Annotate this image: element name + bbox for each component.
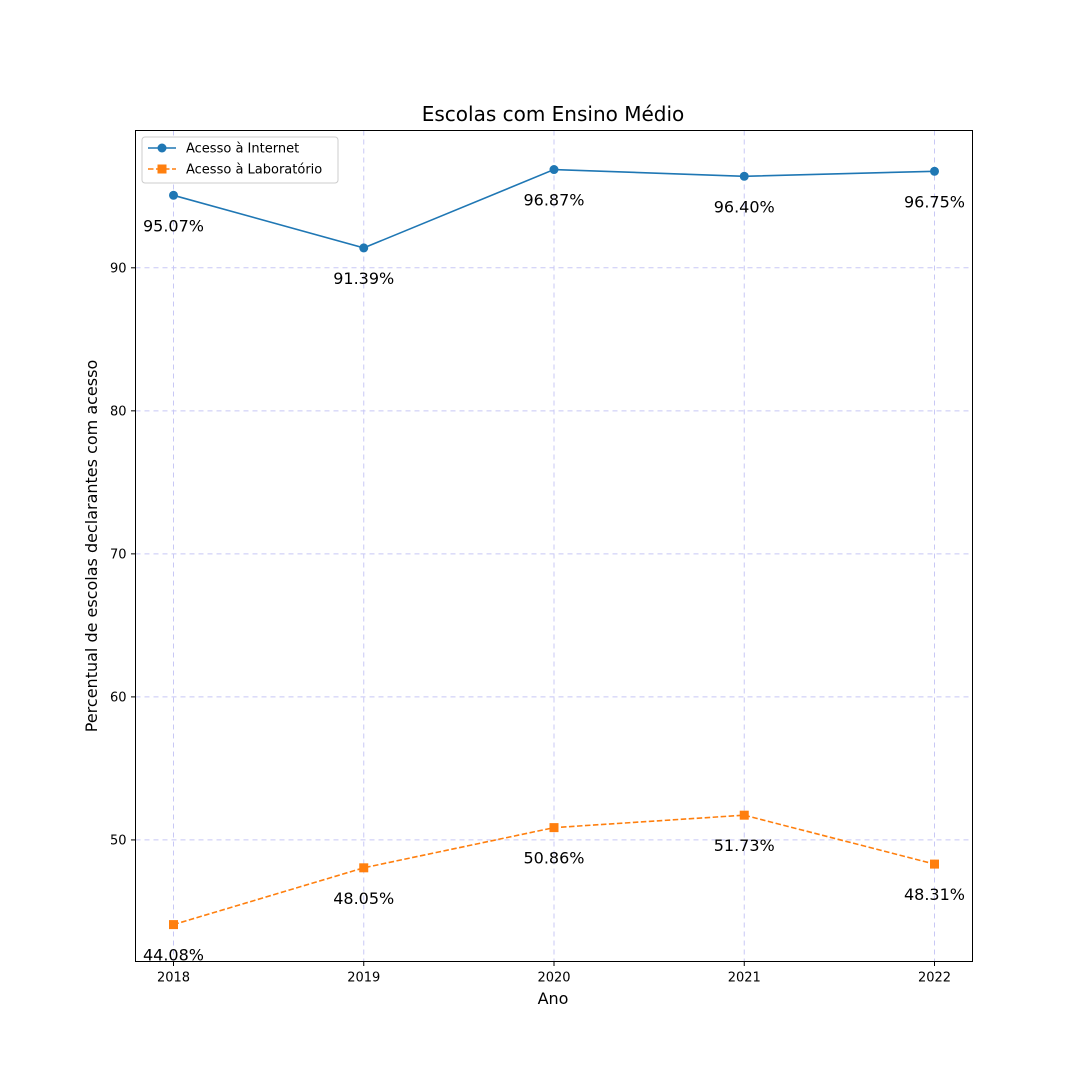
x-tick-label-2020: 2020 <box>537 971 570 986</box>
y-tick-label-90: 90 <box>110 261 127 276</box>
y-tick-label-50: 50 <box>110 833 127 848</box>
legend-laboratorio-marker <box>157 164 167 174</box>
data-label-laboratorio-2020: 50.86% <box>523 849 584 868</box>
plot-frame <box>135 130 973 962</box>
series-lines <box>169 165 939 930</box>
point-laboratorio-2021 <box>739 810 749 820</box>
data-label-laboratorio-2021: 51.73% <box>714 836 775 855</box>
y-tick-label-80: 80 <box>110 404 127 419</box>
point-internet-2018 <box>169 190 178 200</box>
y-tick-label-60: 60 <box>110 690 127 705</box>
x-tick-label-2022: 2022 <box>918 971 951 986</box>
point-laboratorio-2018 <box>169 920 178 930</box>
data-label-internet-2018: 95.07% <box>143 216 204 235</box>
y-axis-label: Percentual de escolas declarantes com ac… <box>82 360 101 732</box>
legend-internet-marker <box>157 143 167 153</box>
y-tick-label-70: 70 <box>110 547 127 562</box>
data-label-laboratorio-2018: 44.08% <box>143 946 204 965</box>
data-label-laboratorio-2022: 48.31% <box>904 885 965 904</box>
point-internet-2019 <box>359 243 369 253</box>
legend-internet-label: Acesso à Internet <box>186 142 299 157</box>
data-label-internet-2020: 96.87% <box>523 191 584 210</box>
legend: Acesso à Internet Acesso à Laboratório <box>141 136 339 184</box>
data-label-laboratorio-2019: 48.05% <box>333 889 394 908</box>
data-label-internet-2019: 91.39% <box>333 269 394 288</box>
point-laboratorio-2020 <box>549 823 559 833</box>
point-internet-2021 <box>739 171 749 181</box>
x-axis-label: Ano <box>538 989 569 1008</box>
point-internet-2022 <box>930 166 939 176</box>
data-label-internet-2022: 96.75% <box>904 192 965 211</box>
point-internet-2020 <box>549 165 559 175</box>
x-tick-label-2018: 2018 <box>157 971 190 986</box>
legend-laboratorio-label: Acesso à Laboratório <box>186 163 322 178</box>
data-labels: 95.07% 91.39% 96.87% 96.40% 96.75% 44.08% 48.0… <box>143 191 965 965</box>
chart-title: Escolas com Ensino Médio <box>422 102 685 126</box>
x-tick-label-2019: 2019 <box>347 971 380 986</box>
legend-box <box>141 136 339 184</box>
axis-ticks: 2018 2019 2020 2021 2022 50 60 70 80 90 <box>110 261 951 985</box>
point-laboratorio-2022 <box>930 859 939 869</box>
data-label-internet-2021: 96.40% <box>714 197 775 216</box>
x-tick-label-2021: 2021 <box>728 971 761 986</box>
grid-lines <box>135 130 973 962</box>
point-laboratorio-2019 <box>359 863 369 873</box>
